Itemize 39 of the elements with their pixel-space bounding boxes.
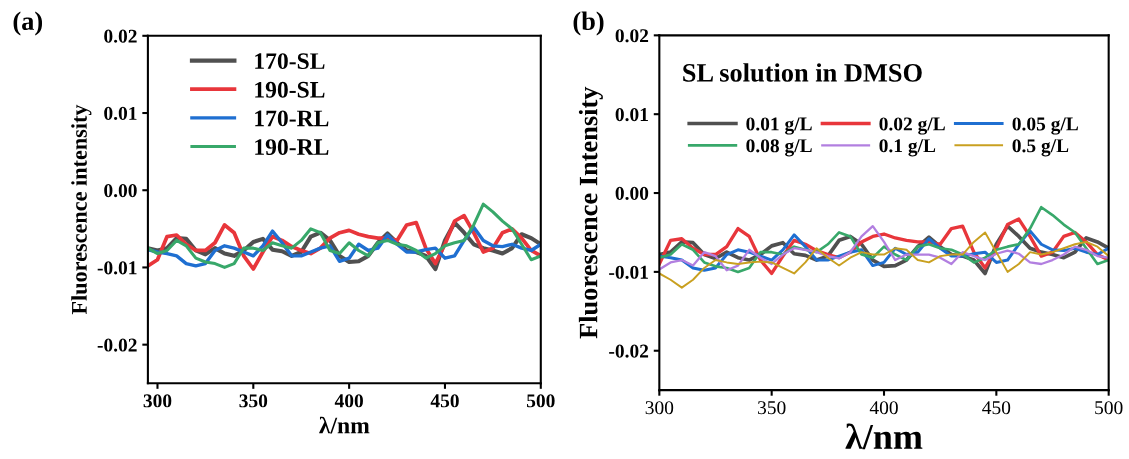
x-tick-label: 400 (869, 401, 898, 415)
legend-label: 0.08 g/L (746, 139, 812, 157)
line-series (659, 231, 1109, 289)
x-tick-label: 450 (982, 401, 1011, 415)
x-tick-label: 300 (143, 394, 172, 408)
y-axis-title: Fluorescence Intensity (578, 86, 603, 339)
annotation: SL solution in DMSO (683, 63, 922, 82)
legend-label: 170-SL (255, 53, 325, 70)
y-tick-label: 0.00 (104, 184, 137, 198)
text: (a) (13, 11, 43, 36)
line-series (147, 202, 541, 269)
legend-label: 0.05 g/L (1012, 117, 1078, 135)
x-tick-label: 400 (334, 394, 363, 408)
y-tick-label: 0.02 (104, 29, 137, 43)
x-axis-title: λ/nm (319, 416, 370, 434)
y-tick-label: 0.01 (615, 108, 648, 122)
legend-label: 0.02 g/L (879, 117, 945, 135)
x-tick-label: 500 (526, 394, 555, 408)
y-tick-label: -0.02 (609, 344, 649, 358)
y-tick-label: -0.01 (609, 265, 648, 279)
legend-label: 190-SL (255, 81, 325, 98)
legend-label: 0.5 g/L (1012, 139, 1069, 157)
y-tick-label: 0.01 (104, 106, 137, 121)
x-tick-label: 450 (430, 394, 459, 408)
y-tick-label: 0.02 (615, 29, 649, 43)
text: (b) (573, 11, 604, 36)
x-tick-label: 500 (1095, 401, 1123, 415)
legend-label: 0.1 g/L (879, 139, 936, 157)
x-axis-title: λ/nm (845, 423, 923, 450)
y-tick-label: 0.00 (615, 186, 649, 201)
y-tick-label: -0.02 (97, 338, 137, 352)
x-tick-label: 350 (758, 401, 786, 415)
x-tick-label: 350 (239, 394, 268, 408)
y-axis-title: Fluorescence intensity (71, 104, 92, 315)
legend-label: 0.01 g/L (746, 117, 812, 135)
legend-label: 170-RL (255, 110, 329, 127)
legend-label: 190-RL (255, 139, 329, 156)
x-tick-label: 300 (645, 401, 674, 415)
y-tick-label: -0.01 (97, 261, 137, 275)
